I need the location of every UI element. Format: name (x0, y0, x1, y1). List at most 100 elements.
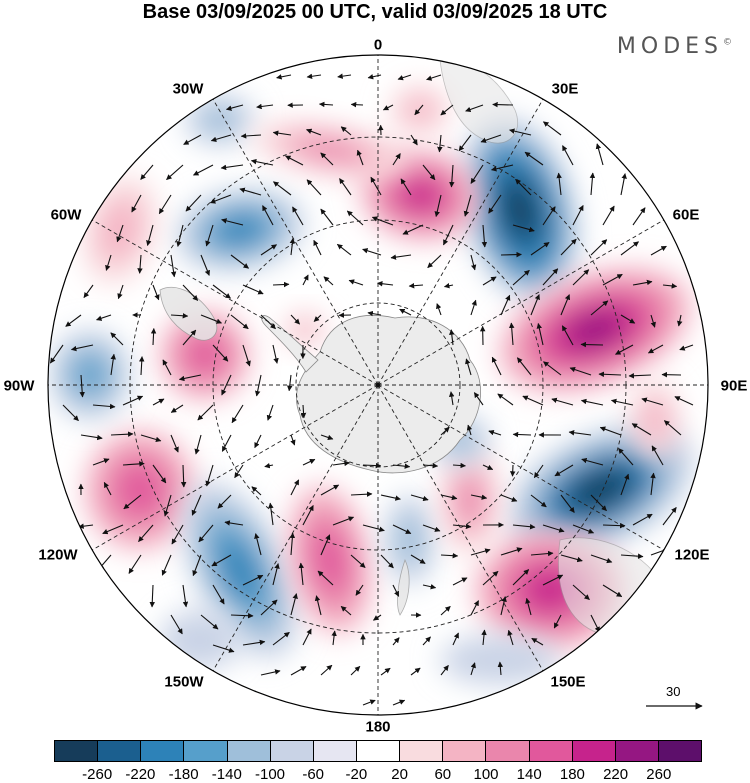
colorbar-swatch (486, 741, 530, 761)
anomaly-blob (440, 635, 560, 685)
wind-vector (122, 461, 145, 467)
wind-vector (628, 372, 652, 379)
wind-vector (302, 628, 312, 646)
wind-vector (562, 145, 574, 166)
wind-vector (482, 570, 499, 586)
wind-vector (449, 329, 455, 346)
anomaly-contour (640, 396, 670, 444)
wind-vector (580, 341, 604, 348)
wind-vector (212, 284, 231, 299)
wind-vector (598, 371, 622, 378)
wind-vector (221, 434, 232, 452)
wind-vector (317, 570, 334, 586)
wind-vector (561, 325, 574, 346)
wind-vector (185, 194, 202, 212)
colorbar-tick-label: -260 (82, 766, 113, 783)
wind-vector (102, 524, 124, 535)
anomaly-blob (630, 380, 680, 460)
wind-vector (590, 614, 600, 633)
wind-vector (285, 155, 304, 166)
anomaly-blob (440, 445, 500, 555)
colorbar-swatch (184, 741, 228, 761)
colorbar (54, 740, 702, 762)
wind-vector (162, 359, 172, 376)
wind-vector (647, 344, 664, 354)
wind-vector (470, 662, 476, 676)
wind-vector (170, 313, 189, 319)
wind-vector (110, 431, 134, 437)
wind-vector (128, 554, 142, 574)
map-border (47, 54, 709, 716)
wind-vector (350, 491, 373, 497)
wind-vector (572, 204, 584, 226)
wind-vector (256, 103, 274, 110)
wind-vector (212, 644, 235, 653)
meridian-line (91, 219, 379, 386)
wind-vector (615, 344, 634, 355)
wind-vector (449, 164, 455, 188)
colorbar-swatch (356, 741, 401, 761)
wind-vector (198, 524, 214, 543)
wind-vector (350, 101, 364, 108)
wind-vector (580, 398, 604, 406)
wind-vector (350, 554, 366, 568)
wind-vector (300, 404, 307, 419)
wind-vector (273, 181, 292, 196)
wind-vector (230, 254, 249, 269)
wind-vector (414, 104, 424, 116)
wind-vector (205, 224, 214, 247)
wind-vector (367, 74, 382, 80)
wind-vector (465, 358, 472, 376)
wind-vector (542, 524, 565, 533)
wind-vector (480, 134, 502, 143)
wind-vector (92, 403, 116, 410)
wind-vector (533, 464, 544, 479)
anomaly-contour (185, 335, 225, 375)
wind-vector (302, 505, 314, 526)
meridian-line (91, 384, 379, 551)
wind-vector (436, 303, 442, 316)
wind-vector (530, 241, 550, 256)
wind-vector (138, 524, 154, 542)
wind-vector (542, 206, 556, 226)
wind-vector (350, 665, 361, 676)
anomaly-contour (402, 95, 438, 125)
colorbar-swatch (658, 741, 702, 761)
wind-vector (554, 464, 574, 477)
wind-vector (149, 584, 156, 608)
colorbar-tick-label: 260 (646, 766, 672, 783)
wind-vector (286, 374, 293, 392)
wind-vector (651, 445, 664, 466)
anomaly-contour (440, 635, 560, 685)
wind-vector (569, 366, 592, 376)
wind-vector (200, 614, 219, 630)
wind-vector (212, 344, 229, 362)
wind-vector (581, 457, 604, 466)
wind-vector (298, 562, 305, 586)
wind-vector (242, 639, 266, 646)
wind-vector (512, 224, 535, 233)
wind-vector (632, 207, 646, 226)
wind-vector (272, 563, 280, 586)
wind-vector (163, 494, 172, 517)
wind-vector (440, 426, 450, 436)
wind-vector (497, 661, 504, 676)
wind-vector (400, 178, 412, 196)
wind-vector (272, 281, 290, 288)
colorbar-tick-label: -20 (345, 766, 368, 783)
anomaly-blob (160, 610, 240, 670)
lon-label-120w: 120W (38, 546, 78, 564)
wind-vector (410, 667, 421, 676)
reference-vector-arrow (646, 702, 703, 710)
wind-vector (200, 254, 210, 276)
wind-vector (272, 344, 279, 364)
wind-vector (662, 507, 677, 526)
wind-vector (65, 314, 82, 327)
colorbar-tick-label: -60 (302, 766, 325, 783)
wind-vector (362, 248, 382, 256)
wind-vector (589, 172, 596, 196)
wind-vector (105, 254, 112, 271)
wind-vector (620, 241, 639, 256)
wind-vector (180, 464, 187, 488)
